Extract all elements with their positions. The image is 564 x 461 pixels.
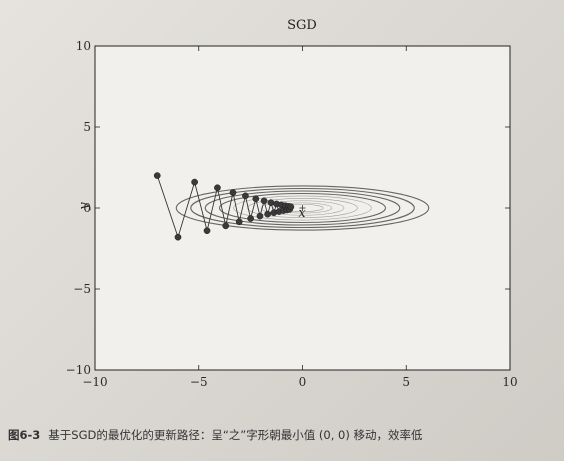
figure-number: 图6-3 [8, 428, 40, 442]
x-tick-label: 0 [299, 375, 307, 389]
x-tick-label: −5 [190, 375, 208, 389]
x-tick-label: −10 [82, 375, 107, 389]
path-point [154, 173, 160, 179]
path-point [230, 190, 236, 196]
path-point [268, 200, 274, 206]
x-tick-label: 5 [402, 375, 410, 389]
x-tick-label: 10 [502, 375, 517, 389]
path-point [253, 196, 259, 202]
path-point [242, 193, 248, 199]
path-point [175, 234, 181, 240]
path-point [248, 215, 254, 221]
path-point [288, 204, 294, 210]
path-point [204, 228, 210, 234]
caption-text: 基于SGD的最优化的更新路径：呈“之”字形朝最小值 (0, 0) 移动，效率低 [48, 428, 422, 442]
chart-title: SGD [287, 18, 317, 33]
path-point [257, 213, 263, 219]
y-tick-label: −10 [66, 363, 91, 377]
y-tick-label: 5 [83, 120, 91, 134]
y-axis-label: y [77, 202, 92, 211]
path-point [223, 223, 229, 229]
path-point [261, 198, 267, 204]
y-tick-label: 10 [76, 39, 91, 53]
path-point [192, 179, 198, 185]
y-tick-label: −5 [73, 282, 91, 296]
path-point [265, 211, 271, 217]
figure-caption: 图6-3 基于SGD的最优化的更新路径：呈“之”字形朝最小值 (0, 0) 移动，… [8, 427, 556, 443]
path-point [236, 219, 242, 225]
x-axis-label: x [298, 206, 306, 221]
path-point [214, 185, 220, 191]
